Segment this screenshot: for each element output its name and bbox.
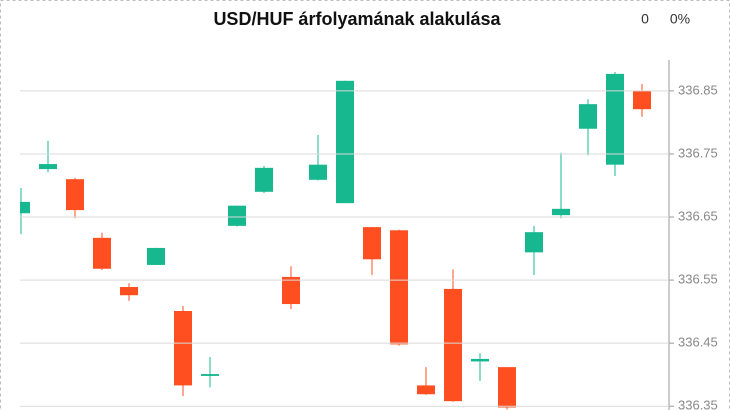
- candle-body: [390, 230, 408, 345]
- plot: [20, 71, 651, 410]
- candle-body: [39, 164, 57, 170]
- candle-body: [633, 90, 651, 110]
- candle-body: [363, 227, 381, 260]
- candle-body: [606, 73, 624, 165]
- candle-body: [336, 80, 354, 204]
- candle-body: [552, 208, 570, 216]
- y-tick-label: 336.85: [678, 82, 718, 97]
- y-tick-label: 336.65: [678, 208, 718, 223]
- candle-body: [93, 237, 111, 269]
- candle-body: [309, 164, 327, 180]
- price-label: 0: [641, 11, 649, 27]
- y-tick-label: 336.75: [678, 145, 718, 160]
- candle-body: [20, 201, 30, 214]
- candle-body: [66, 179, 84, 211]
- candle-body: [201, 374, 219, 376]
- candle-body: [525, 232, 543, 253]
- candle-body: [255, 167, 273, 192]
- candle-body: [282, 276, 300, 305]
- y-tick-label: 336.45: [678, 335, 718, 350]
- candle-body: [174, 310, 192, 386]
- y-tick-label: 336.35: [678, 398, 718, 410]
- candle-body: [147, 247, 165, 265]
- candle-body: [444, 288, 462, 402]
- candle-body: [120, 287, 138, 296]
- chart-title: USD/HUF árfolyamának alakulása: [213, 9, 501, 29]
- candle-body: [471, 358, 489, 362]
- candle-body: [228, 205, 246, 226]
- candle-body: [498, 367, 516, 408]
- candle-body: [579, 104, 597, 129]
- candle-body: [417, 385, 435, 395]
- change-label: 0%: [670, 11, 690, 27]
- y-tick-label: 336.55: [678, 272, 718, 287]
